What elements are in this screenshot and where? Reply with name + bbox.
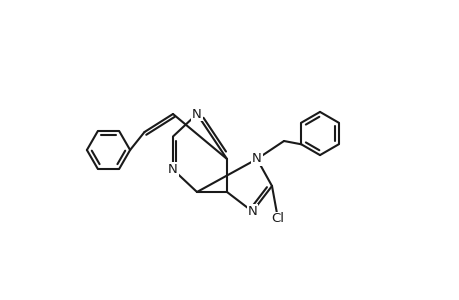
Text: N: N bbox=[252, 152, 261, 166]
Text: N: N bbox=[168, 163, 178, 176]
Text: Cl: Cl bbox=[271, 212, 284, 226]
Text: N: N bbox=[247, 205, 257, 218]
Text: N: N bbox=[192, 107, 202, 121]
